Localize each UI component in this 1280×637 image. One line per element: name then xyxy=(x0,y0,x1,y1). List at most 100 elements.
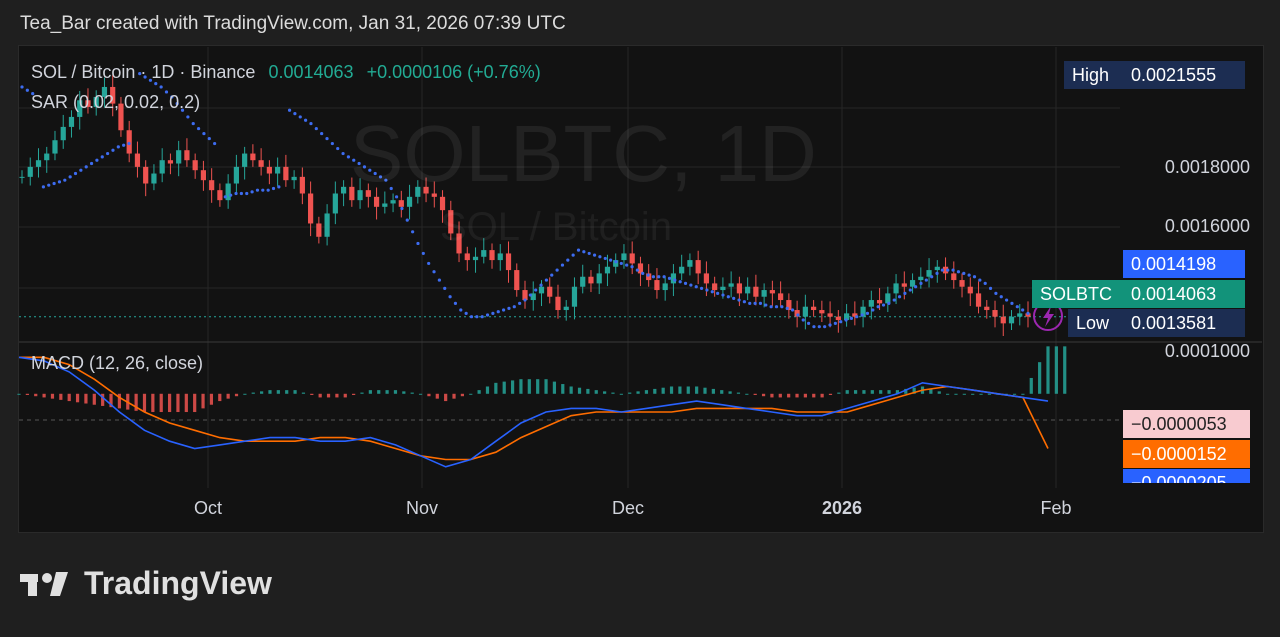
macd-histogram-bar xyxy=(234,393,239,397)
sar-legend[interactable]: SAR (0.02, 0.02, 0.2) xyxy=(31,92,201,112)
sar-dot xyxy=(507,306,511,310)
candle-body xyxy=(613,260,619,267)
candle-body xyxy=(563,306,569,311)
candle-body xyxy=(456,233,462,254)
candle-body xyxy=(654,280,660,291)
candle-body xyxy=(901,283,907,287)
sar-dot xyxy=(812,325,816,329)
candle-body xyxy=(769,290,775,294)
macd-legend[interactable]: MACD (12, 26, close) xyxy=(31,353,204,373)
macd-histogram-bar xyxy=(736,392,741,394)
sar-dot xyxy=(587,251,591,256)
macd-histogram-bar xyxy=(795,393,799,398)
candle-body xyxy=(225,183,231,201)
candle-body xyxy=(580,276,586,287)
sar-dot xyxy=(683,281,688,285)
price-value-tag: 0.0014063 xyxy=(1123,280,1245,308)
sar-dot xyxy=(357,161,361,166)
candle-body xyxy=(439,196,446,211)
candle-body xyxy=(159,160,165,174)
macd-histogram-bar xyxy=(569,386,573,394)
sar-dot xyxy=(742,300,746,304)
sar-dot xyxy=(726,295,730,299)
macd-histogram-bar xyxy=(837,392,841,394)
macd-histogram-bar xyxy=(209,393,214,405)
sar-dot xyxy=(651,275,656,279)
sar-dot xyxy=(138,72,142,76)
macd-histogram-bar xyxy=(92,393,96,405)
tradingview-logo[interactable]: TradingView xyxy=(20,565,272,602)
candle-body xyxy=(835,316,841,321)
macd-histogram-bar xyxy=(611,392,615,394)
macd-histogram-bar xyxy=(460,393,464,397)
macd-histogram-bar xyxy=(226,393,230,399)
sar-dot xyxy=(73,171,78,176)
sar-dot xyxy=(378,175,383,179)
candle-body xyxy=(217,190,223,201)
sar-dot xyxy=(405,218,409,222)
macd-histogram-bar xyxy=(669,386,674,394)
sar-dot xyxy=(828,323,832,327)
macd-histogram-bar xyxy=(75,393,80,403)
candle-body xyxy=(497,253,503,261)
candle-body xyxy=(176,150,182,164)
macd-histogram-bar xyxy=(50,393,55,399)
sar-dot xyxy=(330,141,334,146)
price-change: +0.0000106 (+0.76%) xyxy=(366,62,541,82)
macd-histogram-bar xyxy=(1012,393,1017,395)
macd-histogram-bar xyxy=(335,393,339,398)
macd-histogram-bar xyxy=(1021,393,1025,395)
sar-dot xyxy=(127,141,131,146)
candle-body xyxy=(431,193,437,197)
candle-body xyxy=(19,176,25,178)
macd-histogram-bar xyxy=(310,393,314,395)
sar-dot xyxy=(213,141,217,146)
candle-body xyxy=(695,260,701,274)
sar-dot xyxy=(876,305,880,309)
symbol-legend[interactable]: SOL / Bitcoin · 1D · Binance 0.0014063 +… xyxy=(31,62,541,83)
sar-dot xyxy=(748,301,752,305)
sar-dot xyxy=(999,295,1003,299)
sar-dot xyxy=(52,181,56,186)
macd-histogram-bar xyxy=(1038,362,1042,394)
candle-body xyxy=(975,293,982,307)
macd-hist-tag: −0.0000053 xyxy=(1123,410,1250,438)
macd-histogram-bar xyxy=(34,393,38,397)
candle-body xyxy=(753,286,759,297)
macd-histogram-bar xyxy=(778,393,782,398)
candle-body xyxy=(77,100,83,117)
sar-dot xyxy=(576,248,581,252)
sar-dot xyxy=(710,290,714,294)
candle-body xyxy=(275,166,281,174)
sar-dot xyxy=(20,85,24,89)
candle-body xyxy=(60,126,66,141)
macd-histogram-bar xyxy=(67,393,71,402)
macd-histogram-bar xyxy=(352,393,356,395)
candle-body xyxy=(357,190,363,201)
sar-dot xyxy=(95,158,99,162)
candle-body xyxy=(481,250,487,257)
macd-histogram-bar xyxy=(561,384,565,394)
sar-dot xyxy=(394,195,399,199)
macd-histogram-bar xyxy=(360,392,364,394)
sar-dot xyxy=(646,273,650,277)
tradingview-logo-icon xyxy=(20,571,68,596)
sar-dot xyxy=(250,190,254,194)
sar-dot xyxy=(239,191,243,196)
candle-body xyxy=(951,273,957,281)
candle-body xyxy=(637,263,644,274)
candle-body xyxy=(934,266,940,271)
macd-histogram-bar xyxy=(167,393,172,413)
lightning-icon xyxy=(1043,306,1054,327)
sar-dot xyxy=(346,155,351,159)
candle-body xyxy=(555,296,561,311)
macd-histogram-bar xyxy=(117,393,121,409)
candle-body xyxy=(843,313,850,321)
macd-histogram-bar xyxy=(494,382,498,394)
sar-dot xyxy=(764,303,768,307)
macd-histogram-bar xyxy=(318,393,322,398)
macd-histogram-bar xyxy=(151,393,155,413)
sar-dot xyxy=(41,185,46,189)
macd-histogram-bar xyxy=(912,387,916,394)
